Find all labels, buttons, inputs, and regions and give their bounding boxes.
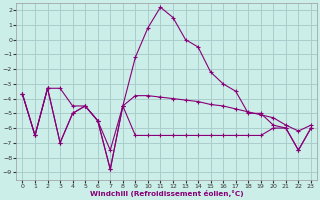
X-axis label: Windchill (Refroidissement éolien,°C): Windchill (Refroidissement éolien,°C) [90,190,244,197]
